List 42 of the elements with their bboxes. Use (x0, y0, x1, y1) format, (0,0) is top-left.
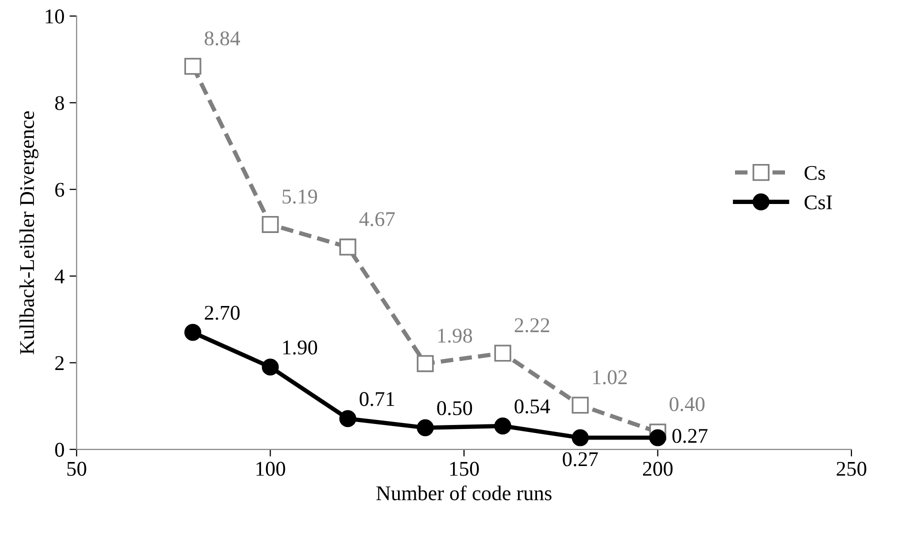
y-tick-label: 0 (55, 442, 64, 457)
data-label: 5.19 (282, 190, 318, 204)
x-tick-label: 50 (67, 462, 86, 476)
y-tick-label: 10 (46, 9, 64, 24)
x-tick-label: 250 (836, 462, 866, 476)
data-label: 0.40 (670, 397, 705, 412)
y-axis-title: Kullback-Leibler Divergence (19, 111, 38, 354)
x-axis-title: Number of code runs (376, 485, 552, 500)
point (572, 429, 589, 446)
point (339, 410, 356, 428)
data-label: 0.50 (437, 401, 472, 416)
data-label: 8.84 (204, 31, 240, 46)
y-tick-label: 8 (55, 96, 64, 110)
data-label: 0.54 (514, 399, 550, 414)
point (649, 429, 666, 446)
data-label: 0.27 (672, 428, 708, 444)
data-label: 0.27 (562, 452, 598, 466)
point (184, 58, 202, 75)
data-label: 0.71 (360, 392, 394, 406)
legend-label: CsI (804, 195, 832, 210)
y-tick-label: 2 (55, 356, 64, 370)
x-tick-label: 150 (450, 462, 479, 476)
data-label: 2.70 (204, 306, 240, 320)
data-label: 4.67 (359, 212, 395, 226)
y-tick-label: 6 (55, 182, 64, 197)
point (416, 419, 434, 436)
point (494, 344, 512, 362)
legend-label: Cs (804, 166, 825, 180)
point (339, 238, 356, 256)
point (416, 355, 434, 372)
data-label: 1.02 (593, 370, 627, 384)
point (262, 216, 279, 233)
data-label: 1.90 (283, 340, 318, 355)
data-label: 2.22 (514, 318, 550, 332)
x-tick-label: 200 (643, 462, 673, 476)
point (572, 396, 589, 414)
point (262, 358, 279, 376)
y-tick-label: 4 (54, 270, 64, 284)
point (494, 418, 512, 434)
x-tick-label: 100 (256, 462, 286, 476)
point (184, 324, 202, 341)
data-label: 1.98 (438, 328, 472, 343)
